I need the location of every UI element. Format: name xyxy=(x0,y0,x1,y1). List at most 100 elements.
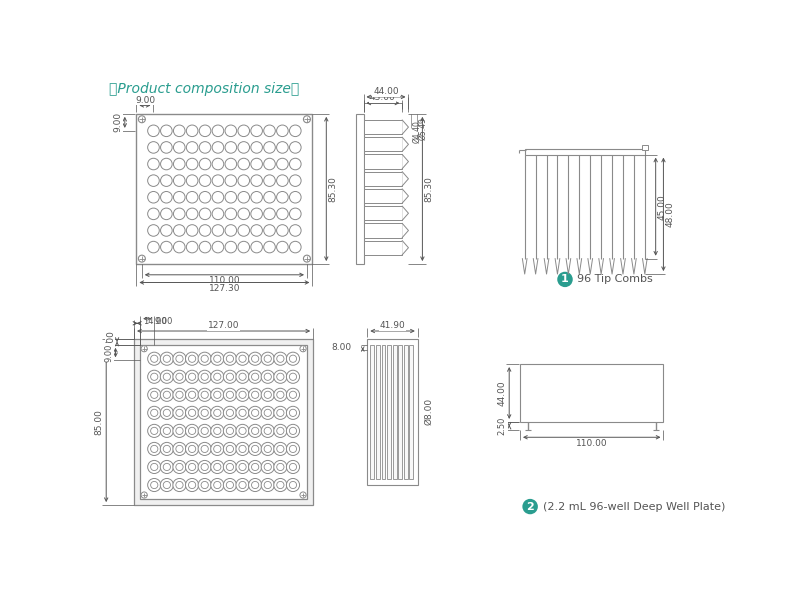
Circle shape xyxy=(201,355,208,362)
Circle shape xyxy=(148,461,161,473)
Circle shape xyxy=(161,159,172,170)
Circle shape xyxy=(212,225,224,236)
Polygon shape xyxy=(402,206,409,221)
Circle shape xyxy=(261,352,274,365)
Circle shape xyxy=(201,373,208,380)
Bar xyxy=(642,145,648,150)
Circle shape xyxy=(261,461,274,473)
Circle shape xyxy=(148,424,161,437)
Circle shape xyxy=(161,208,172,220)
Circle shape xyxy=(303,255,310,262)
Bar xyxy=(398,345,402,479)
Circle shape xyxy=(238,175,250,187)
Circle shape xyxy=(226,409,234,417)
Circle shape xyxy=(249,370,262,383)
Circle shape xyxy=(186,208,198,220)
Circle shape xyxy=(249,388,262,401)
Circle shape xyxy=(186,479,198,492)
Circle shape xyxy=(223,442,237,455)
Circle shape xyxy=(274,370,287,383)
Bar xyxy=(363,224,402,238)
Circle shape xyxy=(186,388,198,401)
Circle shape xyxy=(160,442,174,455)
Circle shape xyxy=(141,346,147,352)
Circle shape xyxy=(163,427,170,434)
Circle shape xyxy=(148,191,159,203)
Text: 1: 1 xyxy=(561,274,569,284)
Circle shape xyxy=(290,159,301,170)
Text: 85.30: 85.30 xyxy=(329,176,338,202)
Circle shape xyxy=(277,445,284,452)
Circle shape xyxy=(239,373,246,380)
Circle shape xyxy=(274,424,287,437)
Circle shape xyxy=(189,482,196,489)
Circle shape xyxy=(186,241,198,253)
Circle shape xyxy=(223,424,237,437)
Circle shape xyxy=(251,142,262,153)
Circle shape xyxy=(239,355,246,362)
Text: 2: 2 xyxy=(526,502,534,511)
Circle shape xyxy=(226,482,234,489)
Circle shape xyxy=(186,175,198,187)
Circle shape xyxy=(264,225,275,236)
Circle shape xyxy=(277,463,284,471)
Circle shape xyxy=(148,175,159,187)
Text: (2.2 mL 96-well Deep Well Plate): (2.2 mL 96-well Deep Well Plate) xyxy=(542,502,725,511)
Circle shape xyxy=(150,355,158,362)
Circle shape xyxy=(198,461,211,473)
Circle shape xyxy=(264,175,275,187)
Circle shape xyxy=(286,370,299,383)
Bar xyxy=(525,148,645,155)
Circle shape xyxy=(264,208,275,220)
Circle shape xyxy=(174,175,185,187)
Circle shape xyxy=(236,461,249,473)
Circle shape xyxy=(238,191,250,203)
Circle shape xyxy=(274,388,287,401)
Circle shape xyxy=(199,159,211,170)
Circle shape xyxy=(199,241,211,253)
Bar xyxy=(363,120,402,134)
Circle shape xyxy=(238,142,250,153)
Circle shape xyxy=(261,388,274,401)
Bar xyxy=(363,172,402,186)
Circle shape xyxy=(189,409,196,417)
Circle shape xyxy=(163,445,170,452)
Circle shape xyxy=(277,175,288,187)
Circle shape xyxy=(160,406,174,420)
Circle shape xyxy=(286,424,299,437)
Bar xyxy=(387,345,391,479)
Circle shape xyxy=(163,391,170,398)
Circle shape xyxy=(264,241,275,253)
Circle shape xyxy=(277,355,284,362)
Circle shape xyxy=(277,409,284,417)
Circle shape xyxy=(214,391,221,398)
Polygon shape xyxy=(402,241,409,254)
Circle shape xyxy=(189,445,196,452)
Circle shape xyxy=(251,241,262,253)
Circle shape xyxy=(176,482,183,489)
Polygon shape xyxy=(402,154,409,169)
Circle shape xyxy=(210,479,224,492)
Circle shape xyxy=(148,406,161,420)
Bar xyxy=(404,345,407,479)
Text: Ø8.00: Ø8.00 xyxy=(424,398,433,426)
Bar xyxy=(363,189,402,203)
Circle shape xyxy=(176,391,183,398)
Bar xyxy=(370,345,374,479)
Circle shape xyxy=(210,442,224,455)
Circle shape xyxy=(212,159,224,170)
Circle shape xyxy=(251,225,262,236)
Circle shape xyxy=(225,159,237,170)
Text: 43.00: 43.00 xyxy=(370,94,396,103)
Circle shape xyxy=(138,255,146,262)
Circle shape xyxy=(214,482,221,489)
Circle shape xyxy=(264,355,271,362)
Circle shape xyxy=(558,272,573,287)
Text: Ø4.40: Ø4.40 xyxy=(412,120,422,143)
Circle shape xyxy=(163,463,170,471)
Text: 48.00: 48.00 xyxy=(666,201,674,227)
Text: 8.00: 8.00 xyxy=(332,343,352,352)
Circle shape xyxy=(264,445,271,452)
Circle shape xyxy=(277,208,288,220)
Circle shape xyxy=(277,482,284,489)
